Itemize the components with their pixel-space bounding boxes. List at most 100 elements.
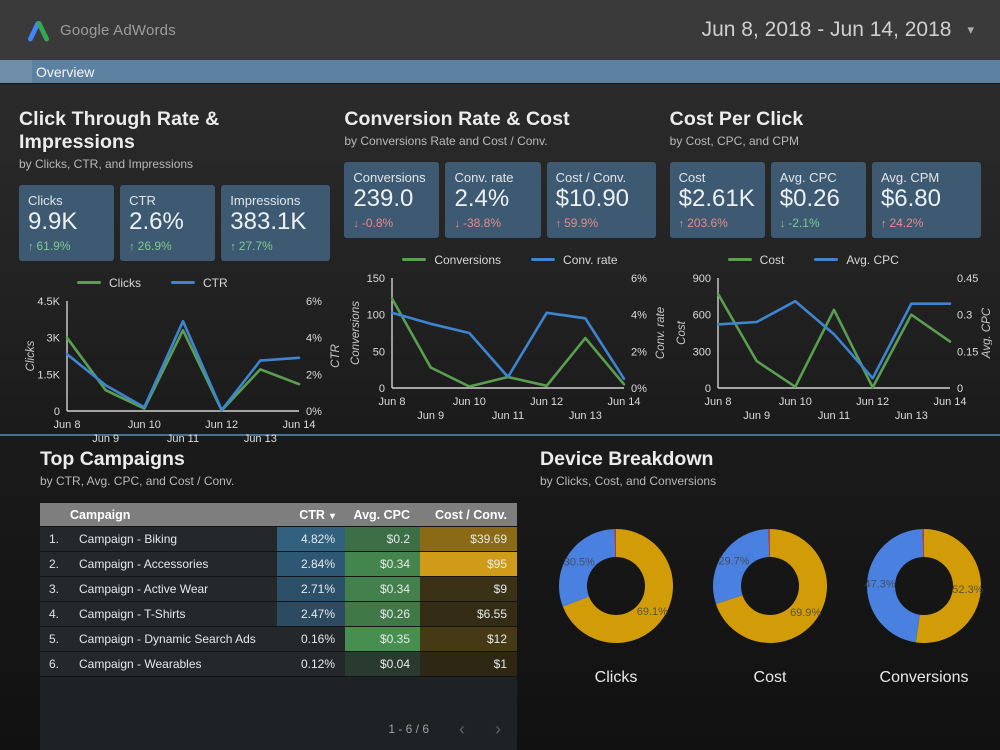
tab-overview[interactable]: Overview — [36, 63, 95, 80]
column-header-cost-conv-[interactable]: Cost / Conv. — [435, 507, 507, 522]
svg-text:0%: 0% — [306, 406, 322, 418]
svg-text:2%: 2% — [306, 369, 322, 381]
scorecard-label: Conversions — [353, 170, 426, 185]
scorecard-delta: ↑ 203.6% — [678, 215, 728, 230]
section-title: Top Campaigns — [40, 448, 185, 470]
trend-arrow-icon: ↓ — [454, 217, 460, 230]
svg-text:Jun 11: Jun 11 — [167, 433, 199, 445]
line-chart-cost-cpc[interactable]: 0 300 600 900 0 0.15 0.3 0.45 Jun 8 Jun 9 Jun 10 Ju… — [670, 270, 993, 435]
column-header-ctr[interactable]: CTR ▾ — [299, 507, 335, 522]
scorecard-value: 2.4% — [454, 185, 510, 212]
line-chart-clicks-ctr[interactable]: 0 1.5K 3K 4.5K 0% 2% 4% 6% Jun 8 Jun 9 Jun 10 Jun 1… — [19, 293, 342, 458]
svg-text:69.1%: 69.1% — [637, 606, 668, 618]
donut-chart-conversions[interactable]: 52.3% 47.3% — [848, 514, 1000, 665]
campaign-name: Campaign - Wearables — [79, 657, 202, 671]
date-range-text: Jun 8, 2018 - Jun 14, 2018 — [701, 18, 952, 41]
scorecard-ctr: CTR 2.6% ↑ 26.9% — [120, 185, 216, 261]
scorecard-label: Clicks — [28, 193, 63, 208]
legend-item: Conversions — [402, 253, 501, 267]
scorecard-label: Cost / Conv. — [555, 170, 627, 185]
campaign-name: Campaign - Dynamic Search Ads — [79, 632, 256, 646]
scorecard-label: Conv. rate — [454, 170, 514, 185]
svg-text:29.7%: 29.7% — [718, 556, 749, 568]
donut-chart-svg[interactable]: 69.1% 30.5% — [541, 514, 691, 660]
svg-text:Jun 13: Jun 13 — [569, 410, 602, 422]
svg-text:2%: 2% — [631, 346, 647, 358]
donut-chart-clicks[interactable]: 69.1% 30.5% — [540, 514, 692, 665]
section-subtitle: by Cost, CPC, and CPM — [669, 134, 800, 148]
pagination-next-button[interactable]: › — [495, 719, 501, 739]
svg-text:4%: 4% — [306, 332, 322, 344]
svg-text:Jun 12: Jun 12 — [205, 419, 238, 431]
date-range-selector[interactable]: Jun 8, 2018 - Jun 14, 2018 ▾ — [702, 18, 974, 42]
section-device-breakdown: Device Breakdown by Clicks, Cost, and Co… — [529, 436, 1000, 748]
scorecard-value: 9.9K — [28, 208, 78, 235]
table-row: 6. Campaign - Wearables 0.12% $0.04 $1 — [40, 651, 517, 676]
scorecard-delta: ↓ -2.1% — [779, 215, 820, 230]
scorecard-value: $6.80 — [880, 185, 941, 212]
svg-text:Conversions: Conversions — [350, 301, 362, 365]
scorecard-label: Impressions — [230, 193, 301, 208]
line-chart-svg[interactable]: 0 300 600 900 0 0.15 0.3 0.45 Jun 8 Jun 9 Jun 10 Ju… — [670, 270, 993, 430]
scorecard-value: $10.90 — [555, 185, 630, 212]
svg-text:0%: 0% — [631, 383, 647, 395]
legend-swatch-conv-rate — [531, 258, 556, 262]
svg-text:0: 0 — [379, 383, 385, 395]
row-rank: 5. — [49, 632, 60, 646]
scorecards: Conversions 239.0 ↓ -0.8% Conv. rate 2.4%… — [344, 162, 656, 238]
svg-text:Jun 14: Jun 14 — [282, 419, 315, 431]
column-header-avg-cpc[interactable]: Avg. CPC — [353, 507, 411, 522]
legend-swatch-avg-cpc — [814, 258, 839, 262]
donut-chart-svg[interactable]: 52.3% 47.3% — [849, 514, 999, 660]
legend-swatch-ctr — [171, 281, 195, 285]
campaign-cell: 2. Campaign - Accessories — [40, 552, 277, 576]
scorecard-delta: ↓ -38.8% — [454, 215, 501, 230]
svg-text:6%: 6% — [631, 273, 647, 285]
app-header: Google AdWords Jun 8, 2018 - Jun 14, 201… — [0, 0, 1000, 60]
avg-cpc-cell: $0.34 — [345, 577, 420, 601]
donut-cost: 69.9% 29.7% Cost — [694, 514, 846, 687]
svg-text:1.5K: 1.5K — [37, 369, 60, 381]
campaigns-table: Campaign CTR ▾ Avg. CPC Cost / Conv. 1. Campai… — [40, 503, 517, 750]
cost-conv-cell: $6.55 — [420, 602, 517, 626]
line-chart-svg[interactable]: 0 1.5K 3K 4.5K 0% 2% 4% 6% Jun 8 Jun 9 Jun 10 Jun 1… — [19, 293, 342, 453]
svg-text:300: 300 — [692, 346, 710, 358]
svg-text:30.5%: 30.5% — [564, 557, 595, 569]
cost-conv-cell: $9 — [420, 577, 517, 601]
line-chart-svg[interactable]: 0 50 100 150 0% 2% 4% 6% Jun 8 Jun 9 Jun 10 Jun 11 J… — [344, 270, 667, 430]
svg-text:0: 0 — [705, 383, 711, 395]
trend-arrow-icon: ↑ — [129, 240, 135, 253]
svg-text:Jun 14: Jun 14 — [608, 396, 641, 408]
campaign-cell: 1. Campaign - Biking — [40, 527, 277, 551]
chart-legend: Cost Avg. CPC — [727, 253, 981, 267]
table-row: 5. Campaign - Dynamic Search Ads 0.16% $0.3… — [40, 626, 517, 651]
pagination-prev-button[interactable]: ‹ — [459, 719, 465, 739]
row-rank: 4. — [49, 607, 60, 621]
avg-cpc-cell: $0.2 — [345, 527, 420, 551]
donut-title: Conversions — [879, 669, 969, 686]
svg-text:Jun 11: Jun 11 — [818, 410, 850, 422]
line-chart-conversions-rate[interactable]: 0 50 100 150 0% 2% 4% 6% Jun 8 Jun 9 Jun 10 Jun 11 J… — [344, 270, 667, 435]
ctr-cell: 0.12% — [300, 657, 335, 671]
avg-cpc-cell: $0.26 — [345, 602, 420, 626]
svg-text:CTR: CTR — [330, 344, 341, 368]
section-title: Device Breakdown — [540, 448, 714, 470]
svg-text:52.3%: 52.3% — [952, 584, 983, 596]
svg-text:Jun 8: Jun 8 — [379, 396, 406, 408]
scorecard-cost: Cost $2.61K ↑ 203.6% — [669, 162, 765, 238]
column-header-campaign[interactable]: Campaign — [70, 507, 131, 522]
donut-chart-svg[interactable]: 69.9% 29.7% — [695, 514, 845, 660]
donut-chart-cost[interactable]: 69.9% 29.7% — [694, 514, 846, 665]
campaign-cell: 6. Campaign - Wearables — [40, 652, 277, 676]
scorecard-delta: ↓ -0.8% — [353, 215, 394, 230]
bottom-row: Top Campaigns by CTR, Avg. CPC, and Cost… — [0, 434, 1000, 750]
section-ctr-impressions: Click Through Rate & Impressions by Clic… — [12, 83, 342, 445]
logo-text: Google AdWords — [60, 21, 176, 39]
trend-arrow-icon: ↓ — [353, 217, 359, 230]
cost-conv-cell: $39.69 — [420, 527, 517, 551]
svg-text:Jun 11: Jun 11 — [492, 410, 524, 422]
svg-text:Jun 9: Jun 9 — [92, 433, 119, 445]
scorecard-impressions: Impressions 383.1K ↑ 27.7% — [221, 185, 331, 261]
scorecard-clicks: Clicks 9.9K ↑ 61.9% — [19, 185, 115, 261]
svg-text:6%: 6% — [306, 296, 322, 308]
